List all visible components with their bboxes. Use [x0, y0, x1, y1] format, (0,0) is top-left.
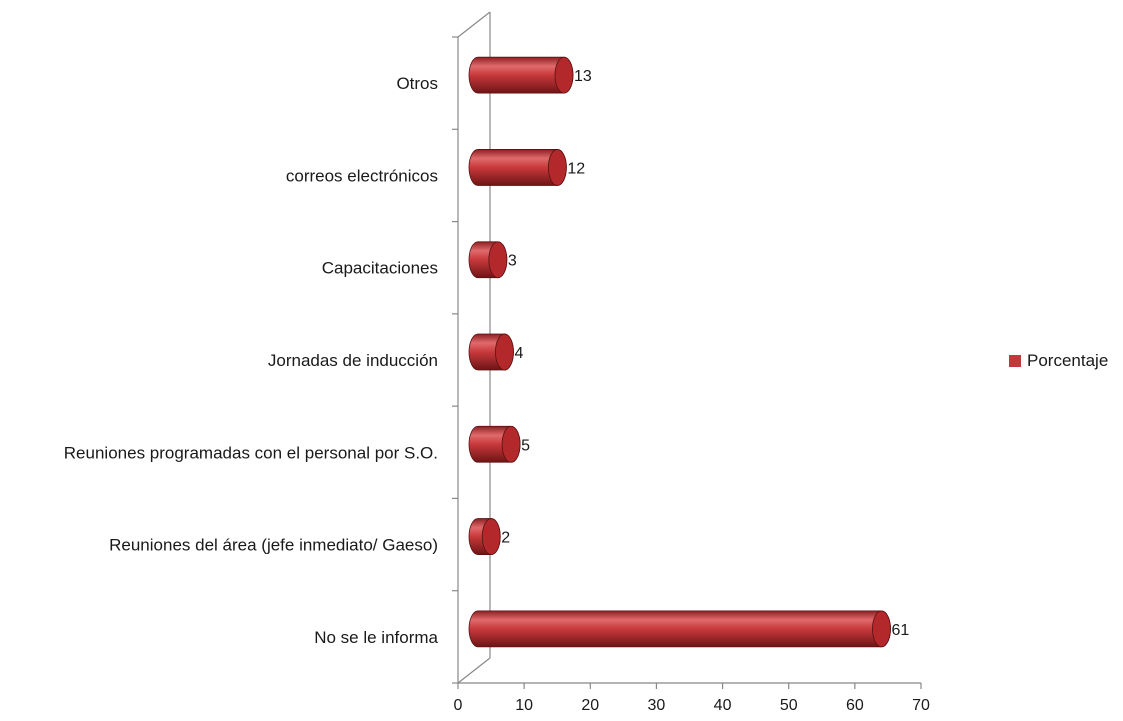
- bar: [468, 518, 501, 555]
- category-label: Otros: [396, 74, 438, 93]
- category-label: Reuniones programadas con el personal po…: [64, 443, 438, 462]
- category-label: Reuniones del área (jefe inmediato/ Gaes…: [109, 536, 438, 555]
- bar: [468, 149, 567, 186]
- data-label: 13: [574, 68, 592, 85]
- y-axis-top-depth-line: [457, 11, 491, 38]
- x-tick-label: 30: [648, 697, 666, 714]
- x-tick-label: 40: [714, 697, 732, 714]
- legend-swatch: [1009, 355, 1021, 367]
- data-label: 4: [514, 345, 523, 362]
- category-label: Jornadas de inducción: [268, 351, 438, 370]
- bar-end-cap: [547, 149, 567, 186]
- x-tick-label: 50: [780, 697, 798, 714]
- bar-end-cap: [872, 610, 891, 648]
- bar-end-cap: [554, 56, 574, 94]
- data-label: 2: [501, 530, 510, 547]
- data-label: 5: [521, 437, 530, 454]
- legend: Porcentaje: [1009, 351, 1108, 370]
- labels-group: 0 10 20 30 40 50 60 70 61 No se le informa 2 Reunio…: [64, 68, 930, 714]
- bar-end-cap: [481, 518, 501, 555]
- category-label: correos electrónicos: [286, 166, 438, 185]
- data-label: 61: [891, 622, 909, 639]
- bar-end-cap: [488, 241, 508, 279]
- data-label: 3: [508, 253, 517, 270]
- category-label: No se le informa: [314, 628, 438, 647]
- bar: [468, 425, 521, 463]
- x-tick-label: 70: [912, 697, 930, 714]
- bar: [468, 56, 574, 94]
- bar: [468, 241, 508, 279]
- x-tick-label: 60: [846, 697, 864, 714]
- bars-group: [468, 56, 891, 648]
- x-tick-label: 0: [454, 697, 463, 714]
- category-label: Capacitaciones: [322, 259, 438, 278]
- y-axis-bottom-depth-line: [457, 657, 491, 684]
- bar: [468, 610, 891, 648]
- legend-label: Porcentaje: [1027, 351, 1108, 370]
- bar-end-cap: [501, 425, 521, 463]
- x-tick-label: 10: [515, 697, 533, 714]
- bar-body: [468, 610, 891, 648]
- bar-end-cap: [495, 333, 514, 371]
- data-label: 12: [567, 160, 585, 177]
- bar: [468, 333, 514, 371]
- x-tick-label: 20: [581, 697, 599, 714]
